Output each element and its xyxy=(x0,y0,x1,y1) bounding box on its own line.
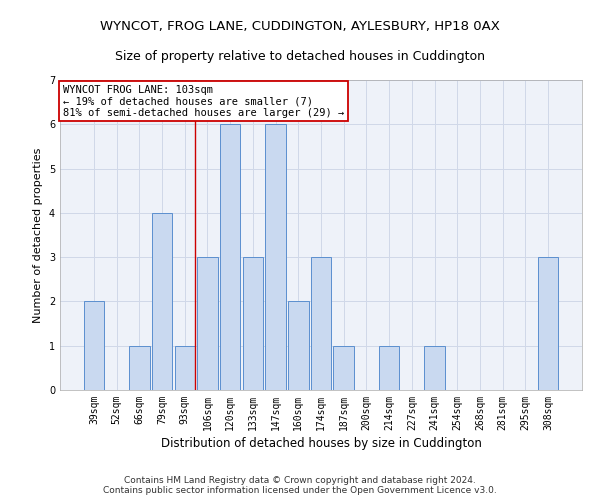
Y-axis label: Number of detached properties: Number of detached properties xyxy=(34,148,43,322)
Bar xyxy=(538,257,558,390)
Bar xyxy=(424,346,445,390)
Text: Contains HM Land Registry data © Crown copyright and database right 2024.
Contai: Contains HM Land Registry data © Crown c… xyxy=(103,476,497,495)
Bar xyxy=(242,257,263,390)
Bar xyxy=(265,124,286,390)
Bar xyxy=(152,213,172,390)
Bar xyxy=(311,257,331,390)
Text: Size of property relative to detached houses in Cuddington: Size of property relative to detached ho… xyxy=(115,50,485,63)
Bar xyxy=(288,302,308,390)
Bar xyxy=(334,346,354,390)
Bar xyxy=(175,346,195,390)
Bar xyxy=(197,257,218,390)
Text: WYNCOT FROG LANE: 103sqm
← 19% of detached houses are smaller (7)
81% of semi-de: WYNCOT FROG LANE: 103sqm ← 19% of detach… xyxy=(62,84,344,118)
Bar xyxy=(129,346,149,390)
Bar xyxy=(220,124,241,390)
Bar xyxy=(84,302,104,390)
Text: WYNCOT, FROG LANE, CUDDINGTON, AYLESBURY, HP18 0AX: WYNCOT, FROG LANE, CUDDINGTON, AYLESBURY… xyxy=(100,20,500,33)
X-axis label: Distribution of detached houses by size in Cuddington: Distribution of detached houses by size … xyxy=(161,437,481,450)
Bar xyxy=(379,346,400,390)
